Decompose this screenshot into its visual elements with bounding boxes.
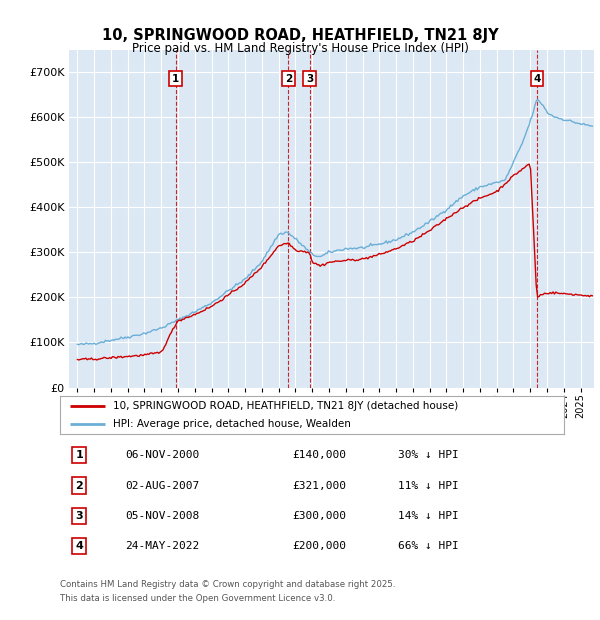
Text: 02-AUG-2007: 02-AUG-2007	[125, 480, 200, 490]
Text: 06-NOV-2000: 06-NOV-2000	[125, 450, 200, 460]
Text: 05-NOV-2008: 05-NOV-2008	[125, 511, 200, 521]
Text: 4: 4	[75, 541, 83, 551]
Text: 2: 2	[285, 74, 292, 84]
Text: 4: 4	[533, 74, 541, 84]
Text: 11% ↓ HPI: 11% ↓ HPI	[398, 480, 458, 490]
Text: 1: 1	[75, 450, 83, 460]
Text: 10, SPRINGWOOD ROAD, HEATHFIELD, TN21 8JY: 10, SPRINGWOOD ROAD, HEATHFIELD, TN21 8J…	[101, 28, 499, 43]
Text: £140,000: £140,000	[292, 450, 346, 460]
Text: This data is licensed under the Open Government Licence v3.0.: This data is licensed under the Open Gov…	[60, 594, 335, 603]
Text: £300,000: £300,000	[292, 511, 346, 521]
Text: 10, SPRINGWOOD ROAD, HEATHFIELD, TN21 8JY (detached house): 10, SPRINGWOOD ROAD, HEATHFIELD, TN21 8J…	[113, 401, 458, 411]
Text: 30% ↓ HPI: 30% ↓ HPI	[398, 450, 458, 460]
Text: 3: 3	[306, 74, 313, 84]
Text: Price paid vs. HM Land Registry's House Price Index (HPI): Price paid vs. HM Land Registry's House …	[131, 42, 469, 55]
Text: £200,000: £200,000	[292, 541, 346, 551]
Text: 24-MAY-2022: 24-MAY-2022	[125, 541, 200, 551]
Text: 14% ↓ HPI: 14% ↓ HPI	[398, 511, 458, 521]
Text: HPI: Average price, detached house, Wealden: HPI: Average price, detached house, Weal…	[113, 418, 351, 428]
Text: 66% ↓ HPI: 66% ↓ HPI	[398, 541, 458, 551]
Text: £321,000: £321,000	[292, 480, 346, 490]
Text: 2: 2	[75, 480, 83, 490]
Text: Contains HM Land Registry data © Crown copyright and database right 2025.: Contains HM Land Registry data © Crown c…	[60, 580, 395, 589]
Text: 3: 3	[76, 511, 83, 521]
Text: 1: 1	[172, 74, 179, 84]
